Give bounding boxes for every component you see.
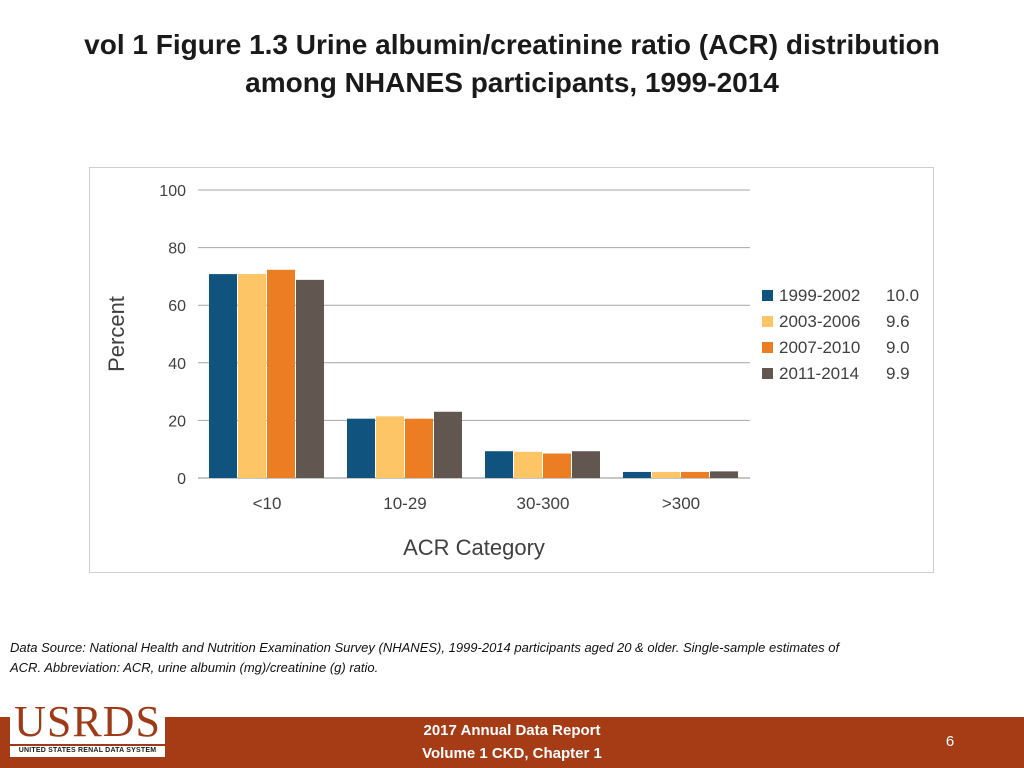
- y-tick-label: 40: [168, 356, 186, 373]
- bar-2011-2014-10-29: [434, 411, 462, 478]
- bar-1999-2002->300: [623, 471, 651, 478]
- bar-2007-2010->300: [681, 471, 709, 478]
- footer-report-line1: 2017 Annual Data Report: [423, 722, 601, 739]
- usrds-logo: USRDS UNITED STATES RENAL DATA SYSTEM: [10, 700, 165, 757]
- usrds-logo-subtext: UNITED STATES RENAL DATA SYSTEM: [10, 744, 165, 757]
- usrds-logo-word: USRDS: [14, 697, 161, 746]
- source-note-line2: ACR. Abbreviation: ACR, urine albumin (m…: [10, 660, 379, 675]
- legend-value: 10.0: [886, 286, 919, 305]
- bar-1999-2002-<10: [209, 274, 237, 478]
- footer-report-line2: Volume 1 CKD, Chapter 1: [422, 745, 602, 762]
- legend-swatch-2007-2010: [762, 342, 773, 353]
- y-tick-label: 60: [168, 298, 186, 315]
- bar-2007-2010-<10: [267, 269, 295, 478]
- bar-2007-2010-10-29: [405, 418, 433, 478]
- y-tick-label: 80: [168, 241, 186, 258]
- bar-2003-2006-10-29: [376, 416, 404, 478]
- legend-label: 2007-2010: [779, 338, 860, 357]
- slide-title-line2: among NHANES participants, 1999-2014: [245, 67, 779, 98]
- source-note-line1: Data Source: National Health and Nutriti…: [10, 640, 840, 655]
- legend-label: 1999-2002: [779, 286, 860, 305]
- source-note: Data Source: National Health and Nutriti…: [10, 638, 1010, 678]
- bar-2011-2014->300: [710, 471, 738, 478]
- bar-2011-2014-<10: [296, 279, 324, 478]
- page-number: 6: [945, 733, 955, 750]
- bar-2003-2006-30-300: [514, 451, 542, 478]
- legend-swatch-2003-2006: [762, 316, 773, 327]
- x-tick-label: 10-29: [383, 494, 426, 513]
- legend-value: 9.6: [886, 312, 910, 331]
- legend-value: 9.9: [886, 364, 910, 383]
- chart-frame: 0 20 40 60 80 100 <10 10-29 30-300 >300 ACR Catego…: [89, 167, 934, 573]
- x-axis-title: ACR Category: [403, 535, 545, 560]
- y-axis-title: Percent: [104, 296, 129, 372]
- x-tick-label: 30-300: [517, 494, 570, 513]
- legend-label: 2011-2014: [779, 364, 859, 383]
- y-tick-label: 0: [177, 471, 186, 488]
- bar-1999-2002-10-29: [347, 418, 375, 478]
- legend-value: 9.0: [886, 338, 910, 357]
- bar-1999-2002-30-300: [485, 451, 513, 478]
- x-tick-label: <10: [253, 494, 282, 513]
- bar-2011-2014-30-300: [572, 451, 600, 478]
- bar-2003-2006->300: [652, 471, 680, 478]
- legend-swatch-2011-2014: [762, 368, 773, 379]
- bar-2007-2010-30-300: [543, 453, 571, 478]
- legend-label: 2003-2006: [779, 312, 860, 331]
- footer-report-info: 2017 Annual Data Report Volume 1 CKD, Ch…: [362, 717, 662, 765]
- slide-title: vol 1 Figure 1.3 Urine albumin/creatinin…: [20, 26, 1004, 102]
- y-tick-label: 100: [159, 183, 186, 200]
- x-tick-label: >300: [662, 494, 700, 513]
- legend-swatch-1999-2002: [762, 290, 773, 301]
- y-tick-label: 20: [168, 413, 186, 430]
- slide-title-line1: vol 1 Figure 1.3 Urine albumin/creatinin…: [84, 29, 940, 60]
- footer-bar: [0, 717, 1024, 768]
- acr-bar-chart: 0 20 40 60 80 100 <10 10-29 30-300 >300 ACR Catego…: [104, 183, 919, 560]
- bar-2003-2006-<10: [238, 274, 266, 478]
